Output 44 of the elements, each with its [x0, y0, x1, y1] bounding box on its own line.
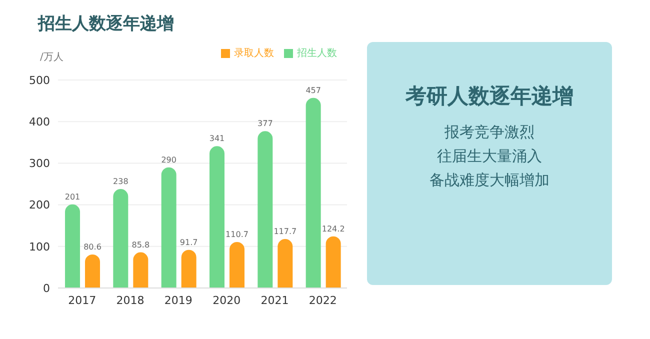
data-label: 341 [209, 134, 225, 144]
bar [210, 146, 224, 288]
chart-title: 招生人数逐年递增 [38, 13, 174, 35]
data-label: 117.7 [274, 227, 297, 236]
bar [133, 252, 148, 288]
x-tick-label: 2017 [68, 294, 96, 307]
y-tick-label: 300 [29, 157, 50, 170]
data-label: 377 [258, 119, 273, 128]
bar [258, 131, 273, 288]
bar [306, 98, 321, 288]
x-tick-label: 2020 [212, 294, 241, 307]
bar [65, 204, 80, 288]
y-tick-label: 400 [29, 116, 50, 129]
data-label: 238 [113, 176, 128, 186]
text: 备战难度大幅增加 [428, 170, 550, 191]
data-label: 80.6 [84, 242, 102, 252]
bar [161, 167, 176, 288]
y-axis-title: /万人 [40, 51, 64, 64]
data-label: 110.7 [226, 230, 248, 239]
x-tick-label: 2022 [308, 294, 337, 307]
y-tick-label: 0 [43, 282, 50, 295]
bar [326, 236, 341, 288]
x-tick-label: 2021 [260, 294, 289, 307]
bar [113, 188, 128, 288]
bar [230, 242, 244, 288]
text: 往届生大量涌入 [436, 146, 543, 167]
bar [278, 239, 293, 288]
x-tick-label: 2018 [116, 294, 144, 307]
x-tick-label: 2019 [164, 294, 192, 307]
y-tick-label: 200 [29, 198, 50, 212]
data-label: 290 [161, 155, 176, 164]
data-label: 124.2 [322, 224, 345, 234]
text: 报考竞争激烈 [444, 122, 536, 143]
data-label: 201 [64, 192, 80, 202]
bar [181, 250, 196, 288]
bar [85, 254, 100, 288]
text: 考研人数逐年递增 [404, 83, 574, 110]
y-tick-label: 500 [29, 74, 50, 87]
data-label: 457 [306, 86, 321, 95]
legend-label: 录取人数 [234, 48, 274, 59]
data-label: 91.7 [180, 238, 198, 247]
data-label: 85.8 [132, 240, 150, 250]
legend-label: 招生人数 [297, 48, 337, 59]
y-tick-label: 100 [29, 240, 50, 254]
